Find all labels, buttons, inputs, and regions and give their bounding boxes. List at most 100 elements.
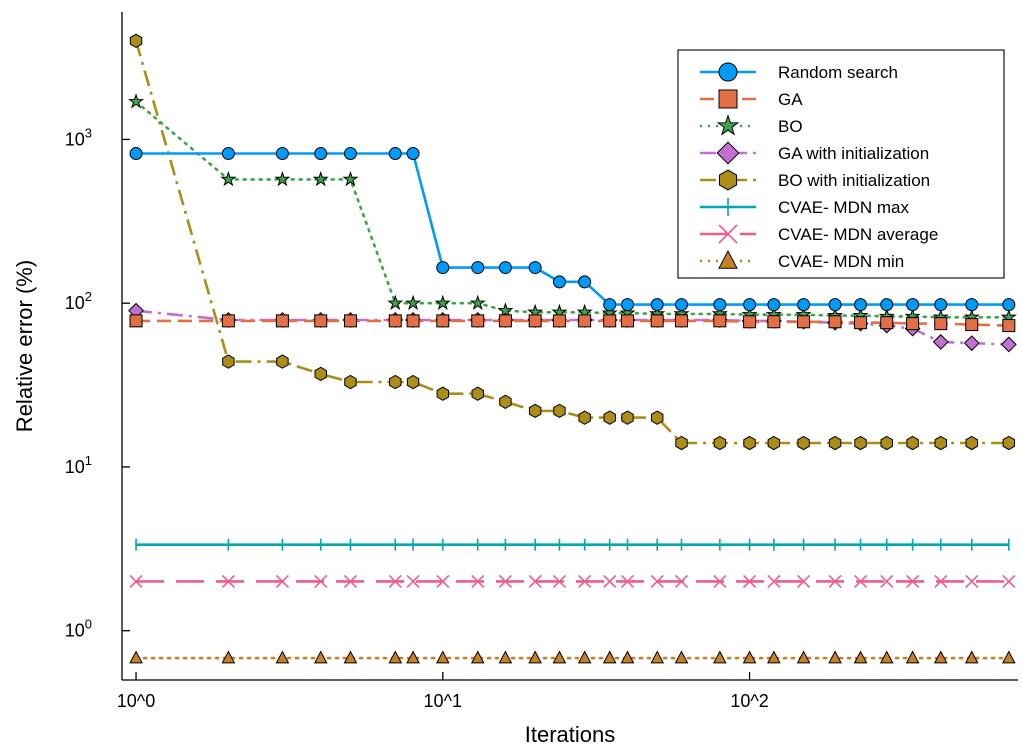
data-point bbox=[621, 410, 634, 425]
y-tick-label: 102 bbox=[65, 289, 92, 313]
data-point bbox=[313, 650, 328, 664]
data-point bbox=[389, 374, 402, 390]
data-point bbox=[965, 318, 979, 332]
data-point bbox=[388, 147, 402, 161]
data-point bbox=[434, 294, 451, 311]
data-point bbox=[578, 275, 592, 289]
data-point bbox=[406, 650, 420, 664]
data-point bbox=[620, 298, 634, 312]
data-point bbox=[436, 574, 450, 588]
data-point bbox=[406, 147, 420, 161]
legend-label: GA bbox=[778, 90, 803, 109]
legend-label: CVAE- MDN average bbox=[778, 225, 938, 244]
data-point bbox=[497, 302, 514, 318]
data-point bbox=[388, 314, 402, 328]
data-point bbox=[553, 403, 566, 419]
axes: Iterations Relative error (%) 10^0 10^1 10… bbox=[12, 12, 1018, 746]
data-point bbox=[314, 574, 328, 588]
y-axis-title: Relative error (%) bbox=[12, 260, 37, 432]
data-point bbox=[742, 650, 757, 664]
data-point bbox=[436, 386, 450, 401]
data-point bbox=[650, 574, 664, 588]
data-point bbox=[129, 147, 143, 161]
data-point bbox=[314, 147, 328, 161]
legend-label: GA with initialization bbox=[778, 144, 929, 163]
data-point bbox=[498, 314, 512, 328]
legend-marker bbox=[718, 62, 738, 82]
series-line bbox=[136, 319, 1009, 327]
data-point bbox=[1002, 319, 1016, 333]
data-point bbox=[602, 650, 617, 664]
data-point bbox=[498, 650, 513, 664]
data-point bbox=[1002, 435, 1016, 451]
data-point bbox=[879, 650, 894, 664]
data-point bbox=[713, 298, 727, 312]
legend-entry: GA bbox=[700, 89, 803, 109]
data-point bbox=[406, 314, 420, 328]
data-point bbox=[797, 574, 811, 588]
y-tick-label: 100 bbox=[65, 617, 92, 641]
data-point bbox=[528, 574, 542, 588]
x-tick-label: 10^2 bbox=[730, 691, 768, 711]
data-point bbox=[552, 650, 567, 664]
data-point bbox=[470, 650, 485, 664]
data-point bbox=[620, 650, 635, 664]
legend-entry: BO bbox=[700, 114, 803, 136]
data-point bbox=[275, 314, 289, 328]
data-point bbox=[129, 314, 143, 328]
data-point bbox=[934, 574, 948, 588]
data-point bbox=[578, 314, 592, 328]
y-tick-label: 101 bbox=[65, 453, 92, 477]
data-point bbox=[314, 366, 327, 382]
series-4 bbox=[129, 33, 1016, 451]
data-point bbox=[552, 314, 566, 328]
data-point bbox=[387, 294, 404, 311]
data-point bbox=[221, 314, 235, 328]
data-point bbox=[578, 574, 592, 588]
data-point bbox=[906, 435, 919, 451]
data-point bbox=[129, 33, 143, 49]
legend-marker bbox=[718, 250, 738, 269]
data-point bbox=[603, 314, 617, 328]
data-point bbox=[828, 298, 842, 312]
data-point bbox=[275, 147, 289, 161]
legend-label: Random search bbox=[778, 63, 898, 82]
data-point bbox=[674, 650, 689, 664]
data-point bbox=[743, 315, 757, 329]
data-point bbox=[767, 650, 781, 664]
data-point bbox=[221, 574, 235, 588]
data-point bbox=[405, 294, 422, 311]
data-point bbox=[275, 650, 290, 664]
data-point bbox=[828, 435, 842, 451]
series-0 bbox=[129, 147, 1016, 312]
data-point bbox=[1002, 574, 1016, 588]
data-point bbox=[713, 435, 727, 451]
data-point bbox=[854, 316, 868, 330]
x-tick-label: 10^1 bbox=[424, 691, 462, 711]
data-point bbox=[828, 650, 842, 664]
series-6 bbox=[129, 574, 1016, 588]
data-point bbox=[620, 574, 635, 588]
data-point bbox=[880, 574, 894, 588]
legend-label: CVAE- MDN max bbox=[778, 198, 909, 217]
data-point bbox=[312, 170, 329, 187]
data-point bbox=[388, 574, 402, 588]
legend-marker bbox=[716, 114, 740, 136]
plot-area bbox=[127, 33, 1017, 664]
data-point bbox=[471, 261, 485, 275]
data-point bbox=[650, 298, 664, 312]
legend-entry: CVAE- MDN max bbox=[700, 198, 909, 217]
data-point bbox=[552, 574, 567, 588]
data-point bbox=[797, 315, 811, 329]
data-point bbox=[436, 314, 450, 328]
legend-label: BO with initialization bbox=[778, 171, 930, 190]
data-point bbox=[220, 170, 237, 187]
legend-label: CVAE- MDN min bbox=[778, 252, 904, 271]
data-point bbox=[674, 574, 689, 588]
data-point bbox=[552, 275, 566, 289]
data-point bbox=[276, 354, 289, 369]
data-point bbox=[498, 261, 512, 275]
legend-entry: GA with initialization bbox=[700, 141, 929, 165]
data-point bbox=[906, 574, 920, 588]
data-point bbox=[498, 574, 512, 588]
